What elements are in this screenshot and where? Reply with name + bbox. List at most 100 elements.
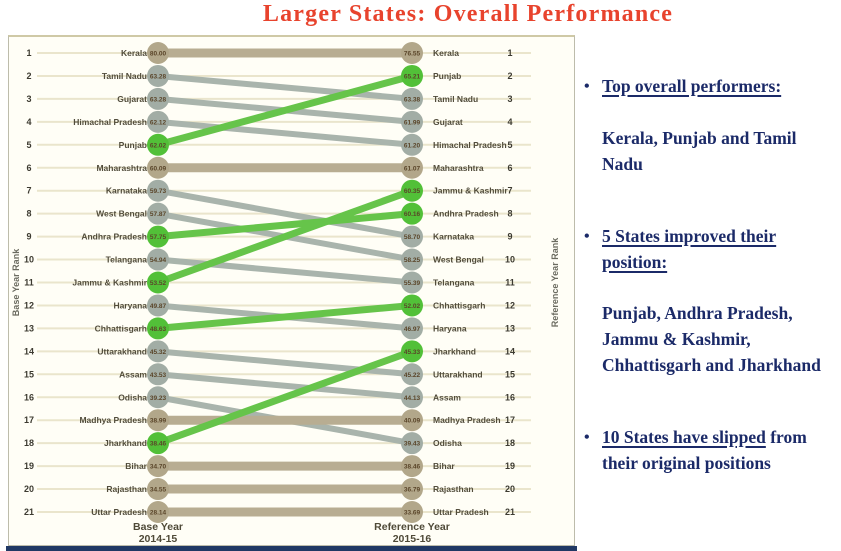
reference-rank-number: 2 (507, 71, 512, 81)
reference-state-name: Odisha (433, 438, 462, 448)
base-rank-number: 8 (26, 209, 31, 219)
base-score-value: 63.28 (150, 96, 167, 103)
reference-score-node (401, 87, 423, 110)
base-score-value: 60.09 (150, 165, 167, 172)
base-rank-number: 5 (26, 140, 31, 150)
base-score-node (147, 317, 169, 340)
slope-line-slipped (157, 187, 413, 240)
base-state-name: Himachal Pradesh (73, 117, 147, 127)
reference-rank-number: 13 (505, 323, 515, 333)
slope-line-slipped (157, 256, 413, 286)
base-state-name: Telangana (106, 255, 148, 265)
reference-rank-number: 12 (505, 300, 515, 310)
slope-line-improved (157, 301, 413, 332)
reference-score-value: 65.21 (404, 73, 421, 80)
base-score-value: 57.75 (150, 234, 167, 241)
base-score-value: 59.73 (150, 188, 167, 195)
reference-score-value: 38.46 (404, 464, 421, 471)
base-rank-number: 18 (24, 438, 34, 448)
reference-state-name: Jharkhand (433, 346, 476, 356)
base-score-value: 34.55 (150, 487, 167, 494)
reference-year-column-label: Reference Year (374, 521, 450, 533)
reference-score-node (401, 42, 423, 64)
reference-rank-number: 15 (505, 369, 515, 379)
base-score-value: 80.00 (150, 51, 167, 58)
reference-rank-number: 14 (505, 346, 515, 356)
page-title: Larger States: Overall Performance (262, 1, 674, 27)
base-score-value: 49.87 (150, 303, 167, 310)
reference-rank-number: 18 (505, 438, 515, 448)
base-score-node (147, 386, 169, 409)
base-rank-number: 14 (24, 346, 34, 356)
bullet-heading: 5 States improved their position: (602, 224, 836, 276)
reference-score-value: 58.25 (404, 257, 421, 264)
base-score-node (147, 501, 169, 523)
base-score-value: 57.87 (150, 211, 167, 218)
reference-rank-number: 20 (505, 484, 515, 494)
reference-score-node (401, 133, 423, 156)
reference-state-name: Haryana (433, 323, 467, 333)
base-score-value: 34.70 (150, 464, 167, 471)
base-state-name: Karnataka (106, 186, 147, 196)
base-state-name: West Bengal (96, 209, 147, 219)
base-score-node (147, 179, 169, 202)
base-rank-number: 7 (26, 186, 31, 196)
reference-score-node (401, 202, 423, 225)
base-rank-number: 4 (26, 117, 31, 127)
reference-score-value: 58.70 (404, 234, 421, 241)
reference-score-value: 39.43 (404, 441, 421, 448)
slide-title-row: Larger States: Overall Performance (0, 1, 841, 28)
base-score-node (147, 409, 169, 432)
reference-rank-number: 16 (505, 392, 515, 402)
reference-score-value: 45.33 (404, 349, 421, 356)
bullet-icon: • (584, 227, 590, 245)
reference-state-name: West Bengal (433, 255, 484, 265)
base-state-name: Odisha (118, 392, 147, 402)
reference-score-node (401, 225, 423, 248)
base-score-value: 62.12 (150, 119, 167, 126)
bullet-slipped-states-text: 10 States have slipped from their origin… (602, 425, 836, 477)
reference-state-name: Madhya Pradesh (433, 415, 501, 425)
reference-state-name: Kerala (433, 48, 459, 58)
reference-rank-number: 3 (507, 94, 512, 104)
reference-rank-number: 1 (507, 48, 512, 58)
base-rank-number: 3 (26, 94, 31, 104)
reference-score-value: 61.07 (404, 165, 421, 172)
bullet-heading-underlined: 10 States have slipped (602, 427, 766, 448)
base-rank-number: 13 (24, 323, 34, 333)
base-rank-number: 17 (24, 415, 34, 425)
reference-score-node (401, 64, 423, 87)
base-score-node (147, 248, 169, 271)
base-state-name: Tamil Nadu (102, 71, 147, 81)
reference-state-name: Assam (433, 392, 461, 402)
bullet-heading: Top overall performers: (602, 74, 836, 100)
reference-score-value: 46.97 (404, 326, 421, 333)
reference-score-value: 36.79 (404, 487, 421, 494)
reference-score-node (401, 386, 423, 409)
reference-rank-number: 17 (505, 415, 515, 425)
bullet-heading-underlined: Top overall performers: (602, 76, 782, 96)
bullet-body: Punjab, Andhra Pradesh, Jammu & Kashmir,… (602, 303, 821, 376)
base-score-node (147, 271, 169, 294)
base-state-name: Madhya Pradesh (79, 415, 147, 425)
base-rank-number: 6 (26, 163, 31, 173)
base-score-node (147, 156, 169, 179)
base-year-column-label: Base Year (133, 521, 183, 533)
base-state-name: Andhra Pradesh (81, 232, 147, 242)
base-year-column-sublabel: 2014-15 (139, 533, 178, 545)
base-state-name: Maharashtra (96, 163, 147, 173)
bullet-heading: 10 States have slipped from their origin… (602, 425, 836, 477)
base-score-value: 38.99 (150, 418, 167, 425)
base-rank-number: 19 (24, 461, 34, 471)
bullet-improved-states: • 5 States improved their position: Punj… (584, 224, 836, 379)
base-score-value: 38.46 (150, 441, 167, 448)
base-score-node (147, 64, 169, 87)
slope-line-slipped (157, 118, 413, 148)
reference-score-node (401, 248, 423, 271)
reference-score-node (401, 317, 423, 340)
reference-state-name: Telangana (433, 278, 475, 288)
base-state-name: Chhattisgarh (95, 323, 147, 333)
reference-score-value: 52.02 (404, 303, 421, 310)
reference-rank-number: 11 (505, 278, 515, 288)
